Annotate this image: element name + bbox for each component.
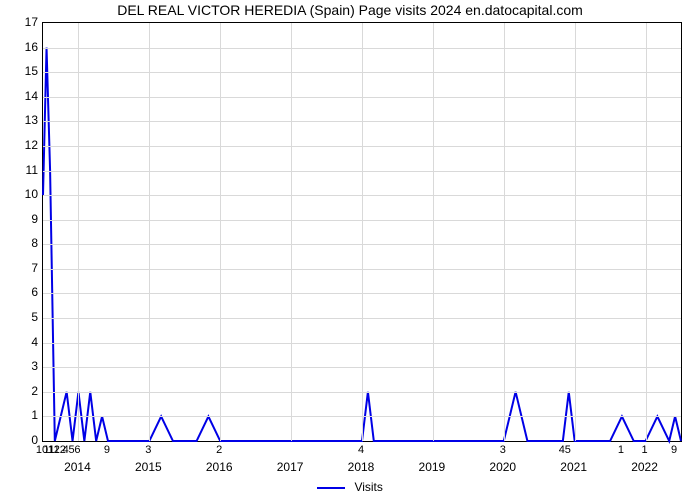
legend: Visits (0, 480, 700, 494)
x-tick-label: 2015 (135, 460, 162, 474)
legend-swatch (317, 487, 345, 489)
y-tick-label: 2 (8, 384, 38, 398)
y-tick-label: 16 (8, 40, 38, 54)
plot-area (42, 22, 682, 442)
x-point-label: 9 (671, 444, 677, 456)
y-tick-label: 0 (8, 433, 38, 447)
y-tick-label: 11 (8, 163, 38, 177)
x-tick-label: 2020 (489, 460, 516, 474)
chart-title: DEL REAL VICTOR HEREDIA (Spain) Page vis… (0, 2, 700, 18)
x-tick-label: 2016 (206, 460, 233, 474)
y-tick-label: 12 (8, 138, 38, 152)
gridline-v (291, 23, 292, 441)
y-tick-label: 13 (8, 113, 38, 127)
chart-container: DEL REAL VICTOR HEREDIA (Spain) Page vis… (0, 0, 700, 500)
legend-label: Visits (354, 480, 382, 494)
x-point-label: 5 (565, 444, 571, 456)
y-tick-label: 5 (8, 310, 38, 324)
x-tick-label: 2014 (64, 460, 91, 474)
y-tick-label: 4 (8, 335, 38, 349)
gridline-v (433, 23, 434, 441)
x-point-label: 4 (358, 444, 364, 456)
y-tick-label: 9 (8, 212, 38, 226)
gridline-v (220, 23, 221, 441)
y-tick-label: 17 (8, 15, 38, 29)
y-tick-label: 7 (8, 261, 38, 275)
y-tick-label: 6 (8, 285, 38, 299)
x-point-label: 6 (74, 444, 80, 456)
x-point-label: 1 (641, 444, 647, 456)
gridline-v (575, 23, 576, 441)
gridline-v (149, 23, 150, 441)
x-tick-label: 2017 (277, 460, 304, 474)
y-tick-label: 14 (8, 89, 38, 103)
x-tick-label: 2022 (631, 460, 658, 474)
y-tick-label: 8 (8, 236, 38, 250)
x-tick-label: 2021 (560, 460, 587, 474)
y-tick-label: 10 (8, 187, 38, 201)
x-point-label: 1 (618, 444, 624, 456)
gridline-v (78, 23, 79, 441)
x-point-label: 2 (216, 444, 222, 456)
gridline-v (646, 23, 647, 441)
gridline-v (362, 23, 363, 441)
x-point-label: 3 (145, 444, 151, 456)
y-tick-label: 15 (8, 64, 38, 78)
x-tick-label: 2018 (348, 460, 375, 474)
x-tick-label: 2019 (419, 460, 446, 474)
gridline-v (504, 23, 505, 441)
y-tick-label: 3 (8, 359, 38, 373)
y-tick-label: 1 (8, 408, 38, 422)
x-point-label: 3 (500, 444, 506, 456)
x-point-label: 9 (104, 444, 110, 456)
